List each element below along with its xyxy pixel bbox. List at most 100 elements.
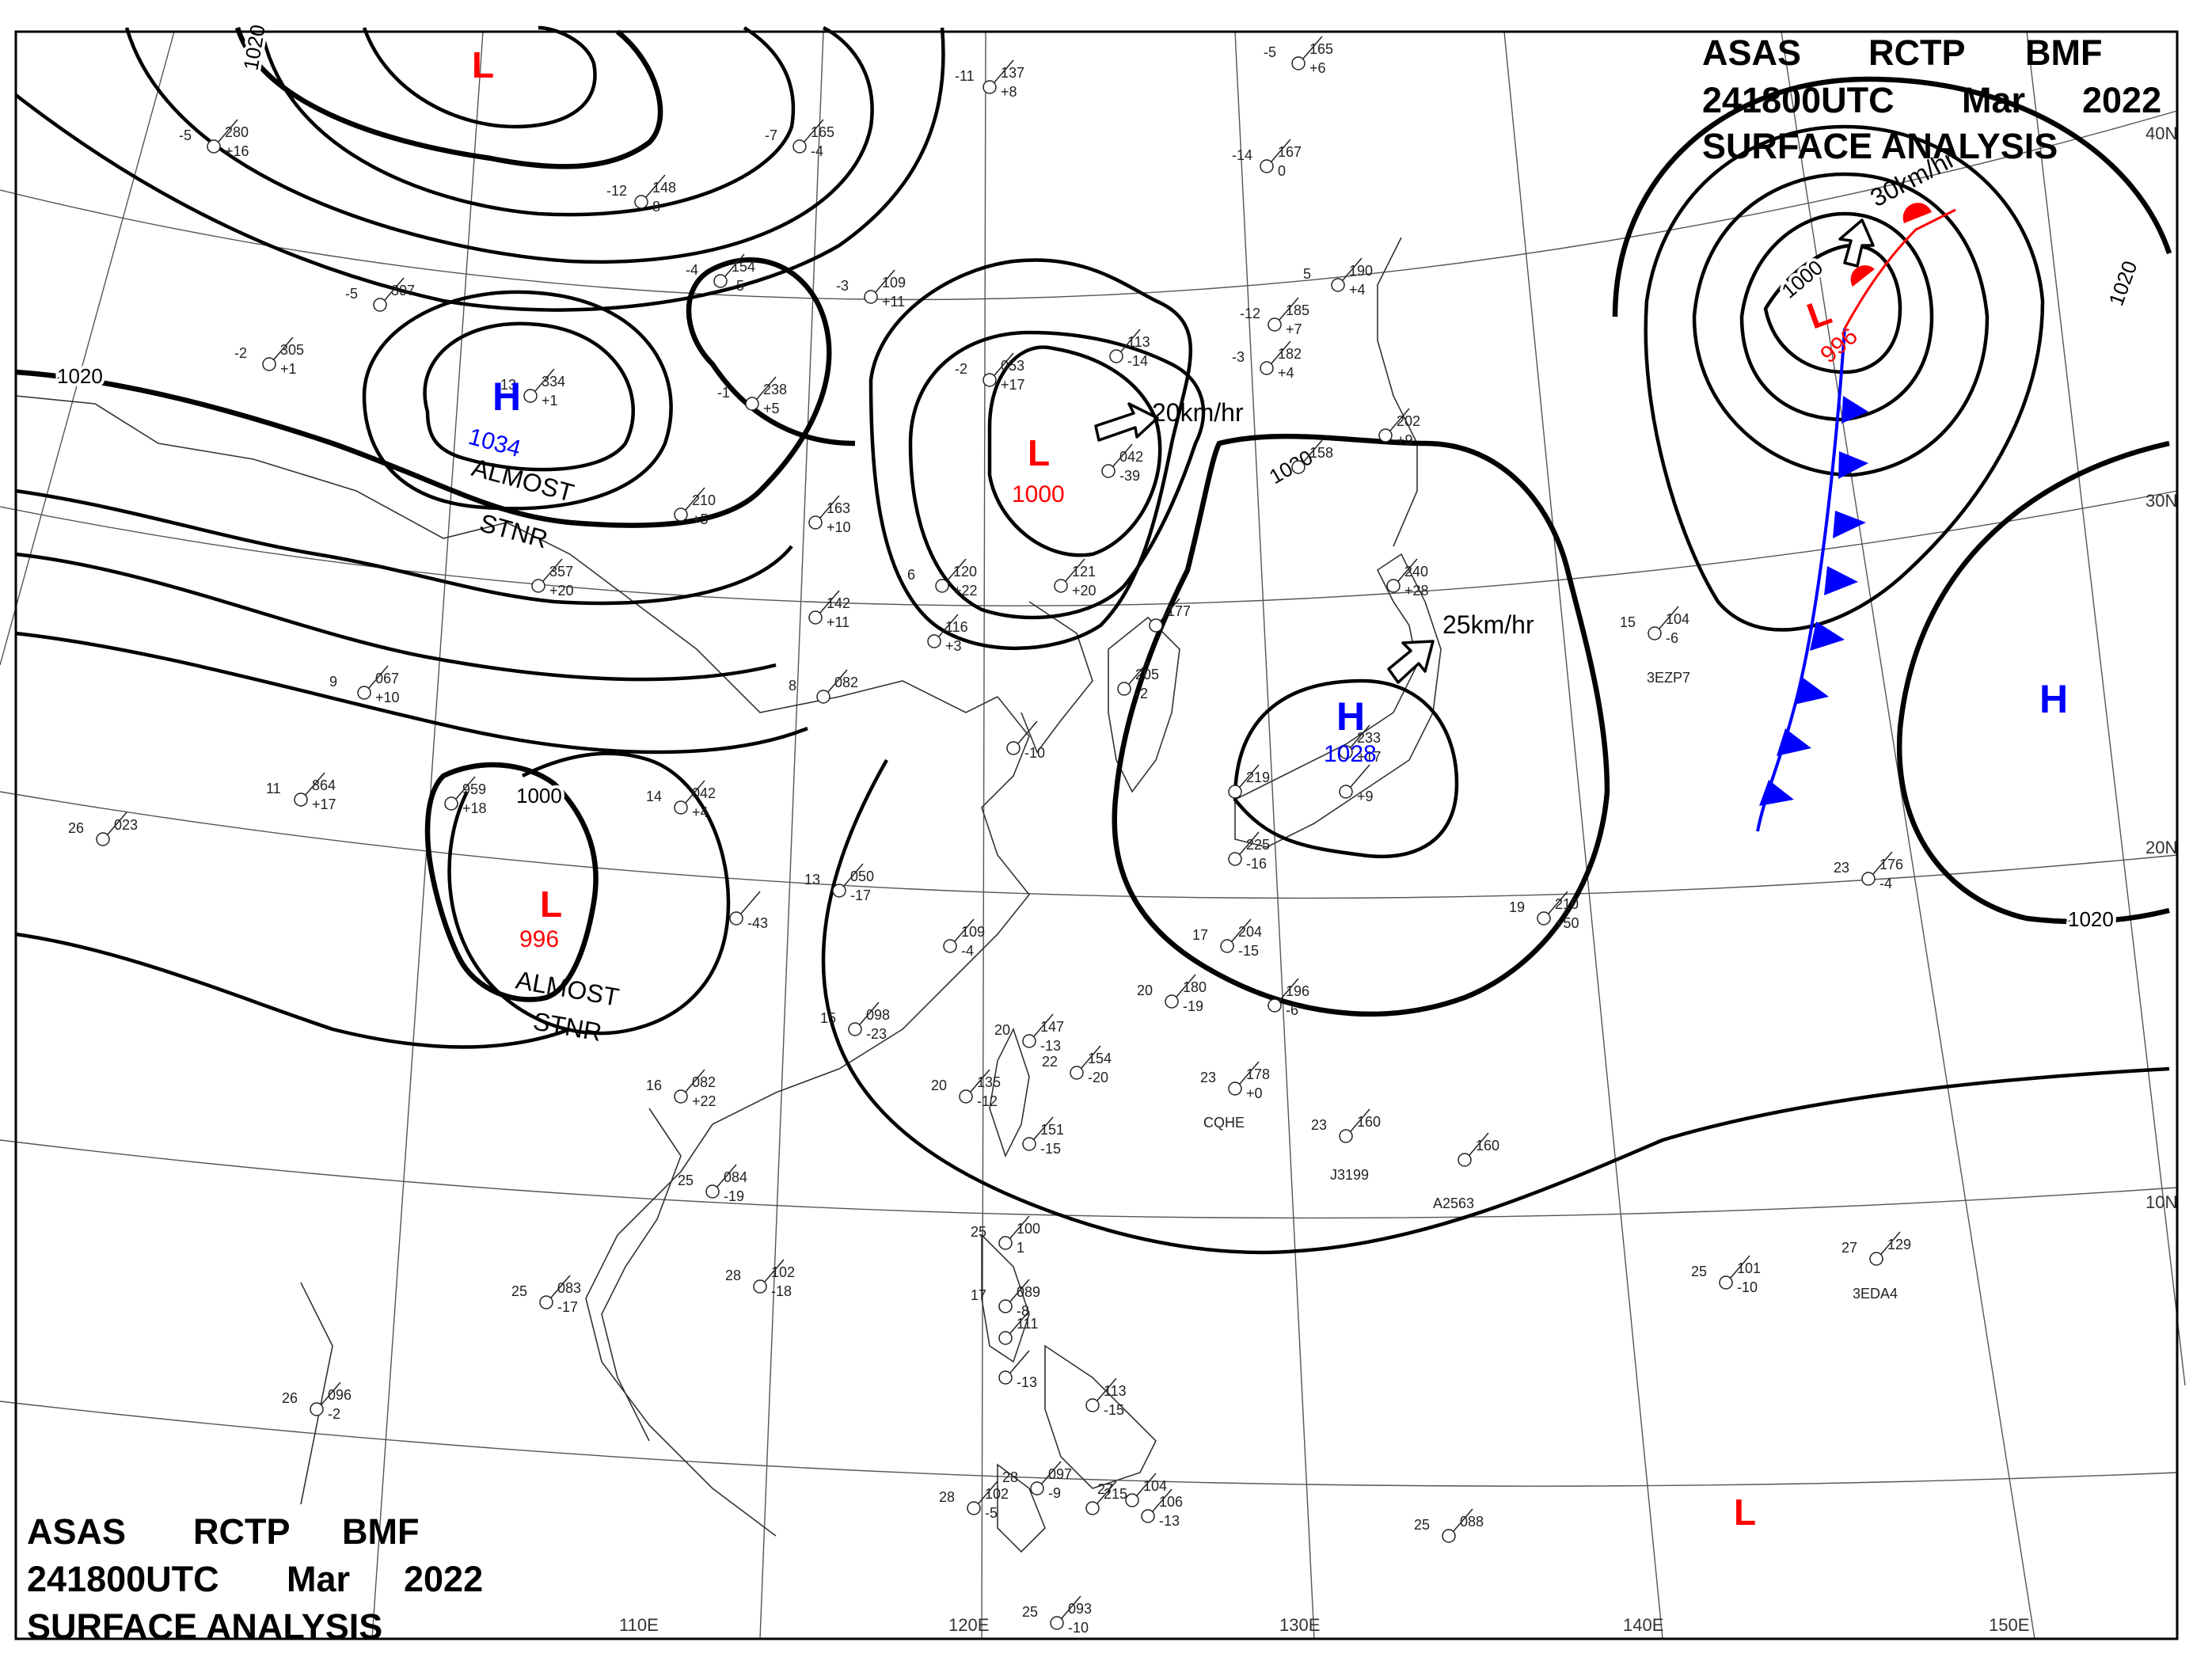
station-plot: -10: [1006, 720, 1045, 761]
station-plot: 215: [1085, 1480, 1127, 1515]
station-temperature: 27: [1841, 1240, 1857, 1256]
low-pressure-center: L: [1734, 1492, 1756, 1533]
station-circle: [1228, 852, 1242, 866]
station-tendency: +9: [1357, 789, 1374, 804]
station-circle: [1268, 317, 1282, 332]
station-pressure: 959: [462, 781, 486, 797]
station-pressure: 042: [692, 785, 716, 801]
station-temperature: 28: [725, 1268, 741, 1283]
station-pressure: 177: [1167, 603, 1191, 619]
station-plot: 25 100 1: [971, 1215, 1040, 1256]
wind-barb: [819, 590, 840, 614]
movement-arrow: 25km/hr: [1387, 610, 1534, 684]
cold-front-tooth: [1759, 780, 1794, 806]
wind-barb: [645, 174, 666, 198]
station-plot: 23 160: [1311, 1108, 1381, 1143]
station-temperature: 25: [1414, 1517, 1430, 1533]
station-pressure: 205: [1135, 667, 1159, 682]
station-plot: 158: [1291, 439, 1333, 474]
cold-front-tooth: [1841, 396, 1868, 424]
isobar-1020: [15, 257, 856, 528]
station-pressure: 120: [953, 564, 977, 580]
station-circle: [1165, 994, 1179, 1009]
ship-label: J3199: [1330, 1167, 1369, 1183]
station-plot: 113-15: [1085, 1378, 1127, 1418]
station-pressure: 042: [1119, 449, 1143, 465]
ship-labels: 3EZP7 CQHE J3199 A2563 3EDA4: [1203, 670, 1898, 1302]
station-circle: [982, 373, 997, 387]
station-temperature: -14: [1232, 147, 1252, 163]
station-pressure: 154: [732, 259, 755, 275]
station-tendency: -2: [1135, 686, 1148, 701]
station-circle: [1378, 428, 1393, 443]
station-temperature: 26: [282, 1390, 298, 1406]
station-plot: 25 084 -19: [678, 1164, 747, 1204]
station-circle: [539, 1295, 553, 1309]
station-tendency: -10: [1068, 1620, 1089, 1636]
ship-label: 3EZP7: [1647, 670, 1690, 686]
station-temperature: -7: [765, 127, 777, 143]
station-circle: [1228, 785, 1242, 799]
station-circle: [1141, 1509, 1155, 1523]
station-tendency: -17: [850, 888, 871, 903]
wind-barb: [1872, 851, 1893, 875]
isobar: [987, 345, 1162, 557]
station-plot: 196-6: [1268, 978, 1309, 1018]
wind-barb: [1112, 443, 1133, 467]
station-plot: 22 154 -20: [1042, 1045, 1112, 1085]
station-temperature: 28: [1002, 1469, 1018, 1485]
wind-barb: [1009, 1310, 1030, 1334]
wind-barb: [1453, 1508, 1473, 1532]
cold-front-tooth: [1824, 566, 1858, 595]
isobar: [868, 258, 1192, 650]
station-plot: 23 178 +0: [1200, 1061, 1270, 1101]
station-tendency: -2: [328, 1406, 340, 1422]
station-tendency: +22: [692, 1093, 716, 1109]
station-plot: 16 082 +22: [646, 1069, 716, 1109]
station-temperature: 25: [1022, 1604, 1038, 1620]
station-circle: [927, 634, 941, 648]
station-circle: [1085, 1398, 1100, 1412]
station-tendency: -16: [1246, 856, 1267, 872]
station-temperature: 26: [68, 820, 84, 836]
wind-barb: [819, 495, 840, 519]
station-temperature: 6: [907, 567, 915, 583]
station-temperature: -3: [1232, 349, 1245, 365]
station-plot: 151-15: [1022, 1116, 1064, 1157]
station-pressure: 098: [866, 1007, 890, 1023]
latitude-line: [0, 1401, 2178, 1487]
station-tendency: -5: [732, 278, 744, 294]
station-temperature: 14: [646, 789, 662, 804]
header-time: 241800UTC: [27, 1559, 219, 1599]
latitude-line: [0, 110, 2178, 301]
station-temperature: 20: [1137, 983, 1153, 998]
header-month: Mar: [287, 1559, 350, 1599]
header-station: RCTP: [193, 1511, 291, 1552]
station-circle: [1331, 278, 1345, 292]
station-tendency: -10: [1737, 1279, 1758, 1295]
wind-barb: [1160, 598, 1180, 621]
station-circle: [310, 1402, 324, 1416]
station-pressure: 219: [1246, 770, 1270, 785]
isobar: [447, 751, 731, 1036]
wind-barb: [1009, 1215, 1030, 1239]
wind-barb: [1017, 720, 1038, 744]
station-plot: 121+20: [1054, 558, 1096, 599]
station-pressure: 083: [557, 1280, 581, 1296]
station-circle: [808, 610, 823, 625]
station-pressure: 053: [1001, 358, 1024, 374]
ship-label: A2563: [1433, 1195, 1474, 1211]
station-tendency: +11: [882, 294, 905, 310]
wind-barb: [1061, 1595, 1081, 1619]
wind-barb: [1350, 1108, 1370, 1132]
cold-front-tooth: [1810, 621, 1845, 651]
station-plot: 26 096 -2: [282, 1382, 352, 1422]
wind-barb: [1880, 1231, 1901, 1255]
station-tendency: +1: [280, 361, 297, 377]
station-tendency: -15: [1238, 943, 1259, 959]
station-temperature: 5: [1303, 266, 1311, 282]
station-pressure: 111: [1017, 1316, 1038, 1332]
station-plot: 25 093 -10: [1022, 1595, 1092, 1636]
station-circle: [982, 80, 997, 94]
wind-barb: [1081, 1045, 1101, 1069]
